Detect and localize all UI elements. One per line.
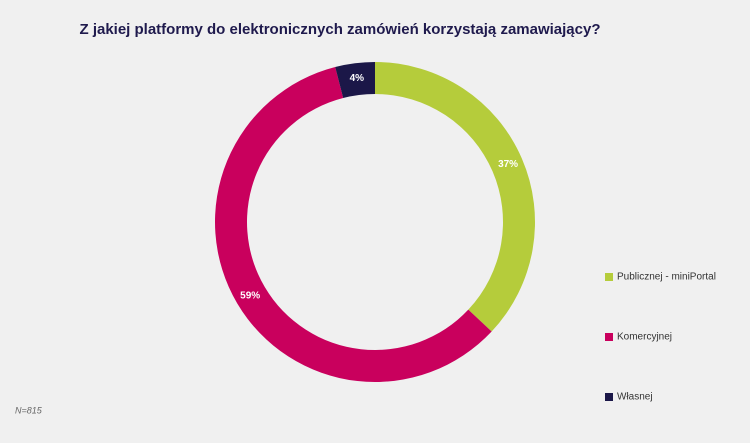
- legend-label: Komercyjnej: [617, 332, 672, 343]
- legend-label: Publicznej - miniPortal: [617, 272, 716, 283]
- donut-slice: [335, 62, 375, 99]
- value-label: 4%: [350, 73, 365, 84]
- note: N=815: [15, 405, 43, 415]
- donut-slice: [375, 62, 535, 332]
- chart-title: Z jakiej platformy do elektronicznych za…: [79, 21, 600, 38]
- donut-slice: [215, 67, 492, 382]
- value-label: 59%: [240, 290, 260, 301]
- legend-swatch: [605, 333, 613, 341]
- legend-label: Własnej: [617, 392, 653, 403]
- legend-swatch: [605, 273, 613, 281]
- value-label: 37%: [498, 159, 518, 170]
- legend-swatch: [605, 393, 613, 401]
